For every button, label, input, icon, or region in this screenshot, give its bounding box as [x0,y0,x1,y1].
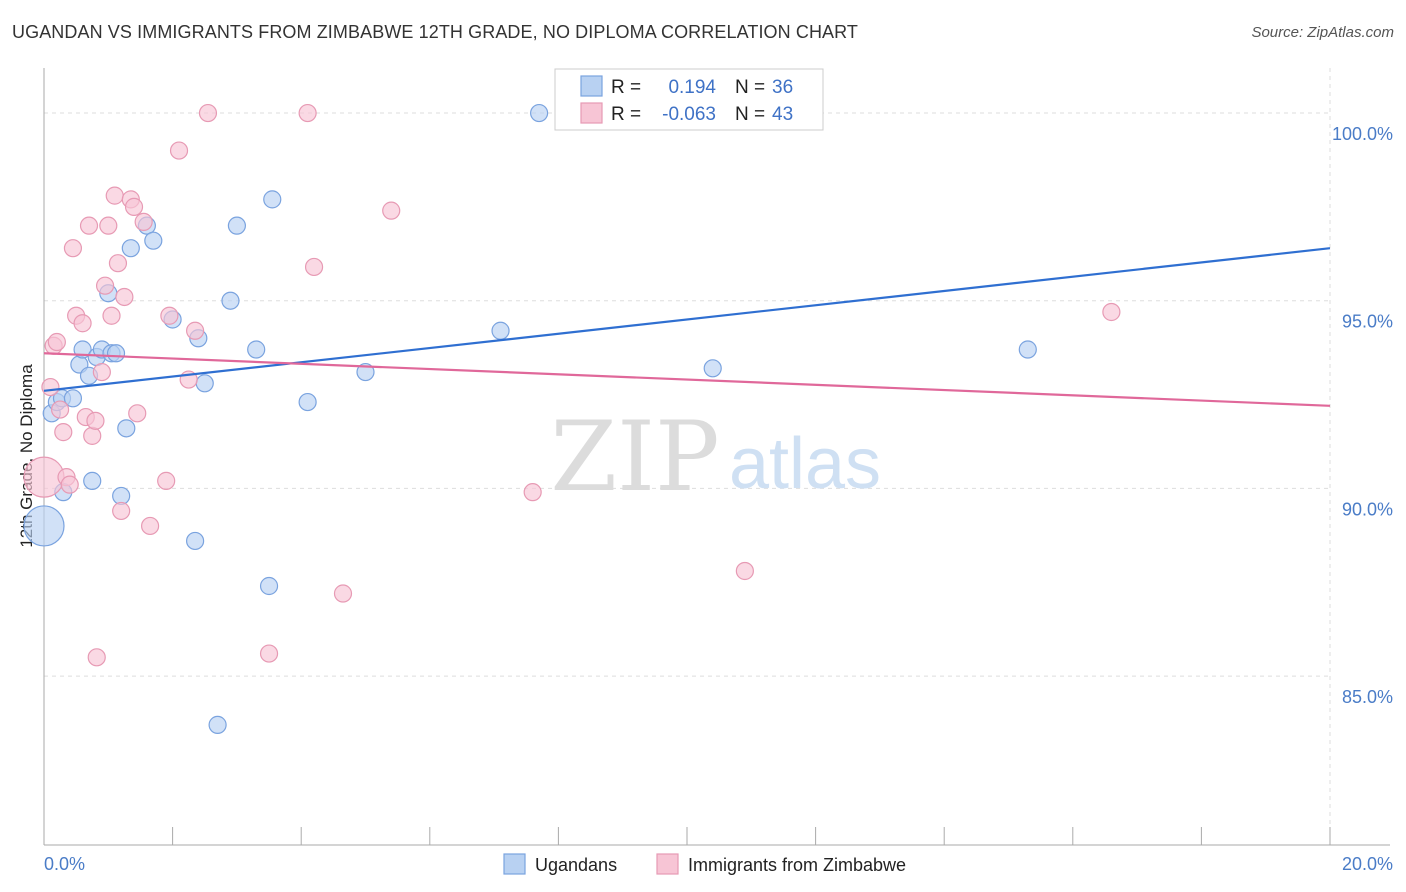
ugandans-point-29 [263,190,282,209]
zimbabwe-points [23,103,1121,667]
x-tick-label-1: 20.0% [1342,854,1393,874]
ugandans-point-35 [1018,340,1037,359]
ugandans-trend-line [43,247,1331,392]
ugandans-point-9 [83,471,102,490]
stats-legend: R = 0.194 N = 36 R = -0.063 N = 43 [554,68,824,131]
x-tick-labels: 0.0% 20.0% [44,854,1393,874]
zimbabwe-point-33 [186,321,205,340]
zimbabwe-point-10 [73,314,92,333]
legend-r-label-1: R = [611,77,641,98]
zimbabwe-point-14 [86,411,105,430]
zimbabwe-point-41 [735,561,754,581]
ugandans-point-30 [298,392,317,412]
zimbabwe-trend-line [43,352,1331,407]
ugandans-point-16 [117,419,136,438]
ugandans-point-0 [23,505,65,547]
zimbabwe-point-22 [112,501,131,521]
ugandans-point-34 [703,359,722,378]
axes [43,68,1390,846]
zimbabwe-point-8 [63,239,83,258]
watermark: ZIP atlas [550,401,881,513]
zimbabwe-point-17 [95,276,115,295]
source-label: Source: ZipAtlas.com [1251,24,1394,41]
ugandans-point-26 [227,216,246,235]
legend-swatch-zimbabwe [580,102,603,124]
zimbabwe-point-36 [298,103,317,123]
zimbabwe-point-30 [160,306,179,325]
zimbabwe-point-28 [140,516,160,536]
zimbabwe-point-3 [47,332,66,352]
ugandans-point-32 [491,321,510,340]
zimbabwe-point-34 [198,103,218,123]
zimbabwe-point-39 [382,201,401,220]
ugandans-point-23 [195,374,214,393]
legend-n-label-1: N = [735,77,765,98]
zimbabwe-point-23 [115,287,134,307]
x-tick-label-0: 0.0% [44,854,85,874]
ugandans-point-27 [247,340,266,359]
zimbabwe-point-12 [79,216,99,235]
legend-n-label-2: N = [735,104,765,125]
chart-title: UGANDAN VS IMMIGRANTS FROM ZIMBABWE 12TH… [12,22,859,42]
ugandans-point-17 [121,239,140,258]
zimbabwe-point-35 [259,644,279,663]
y-axis-title: 12th Grade, No Diploma [17,364,36,548]
bottom-legend-label-ugandans: Ugandans [535,855,617,875]
watermark-zip: ZIP [550,401,719,513]
watermark-atlas: atlas [729,424,881,504]
ugandans-point-19 [144,231,163,250]
zimbabwe-point-21 [108,254,128,273]
y-tick-label-1: 90.0% [1342,499,1393,519]
zimbabwe-point-29 [157,471,176,490]
zimbabwe-point-38 [333,584,353,603]
legend-n-value-2: 43 [772,104,793,125]
zimbabwe-point-42 [1102,302,1121,322]
ugandans-point-33 [530,103,549,123]
legend-n-value-1: 36 [772,77,793,98]
zimbabwe-point-40 [523,483,542,502]
trend-lines [43,247,1331,407]
ugandans-point-14 [106,344,126,363]
legend-r-value-1: 0.194 [668,77,716,98]
series-legend: Ugandans Immigrants from Zimbabwe [503,853,906,875]
ugandans-point-5 [63,389,83,408]
zimbabwe-point-18 [99,216,118,235]
zimbabwe-point-16 [92,362,111,382]
zimbabwe-point-15 [87,648,106,667]
ugandans-point-25 [221,291,240,310]
zimbabwe-point-26 [128,404,147,423]
zimbabwe-point-27 [134,212,153,231]
ugandans-point-28 [259,576,279,596]
y-tick-label-0: 85.0% [1342,687,1393,707]
zimbabwe-point-25 [124,197,144,216]
legend-r-label-2: R = [611,104,641,125]
bottom-legend-swatch-ugandans [503,853,526,875]
zimbabwe-point-13 [83,426,102,445]
ugandans-point-31 [356,362,375,382]
legend-swatch-ugandans [580,75,603,97]
zimbabwe-point-19 [102,306,121,325]
zimbabwe-point-20 [105,186,124,205]
bottom-legend-label-zimbabwe: Immigrants from Zimbabwe [688,855,906,875]
ugandans-point-21 [186,531,205,551]
bottom-legend-swatch-zimbabwe [656,853,679,875]
zimbabwe-point-7 [60,475,79,494]
zimbabwe-point-5 [54,423,73,442]
zimbabwe-point-1 [41,377,60,397]
ugandans-point-24 [208,715,227,734]
zimbabwe-point-37 [304,257,324,277]
y-tick-label-2: 95.0% [1342,312,1393,332]
legend-r-value-2: -0.063 [662,104,716,125]
y-tick-labels: 85.0% 90.0% 95.0% 100.0% [1332,124,1393,707]
ugandans-points [23,103,1037,734]
zimbabwe-point-4 [50,400,70,419]
zimbabwe-point-31 [169,141,189,160]
y-tick-label-3: 100.0% [1332,124,1393,144]
